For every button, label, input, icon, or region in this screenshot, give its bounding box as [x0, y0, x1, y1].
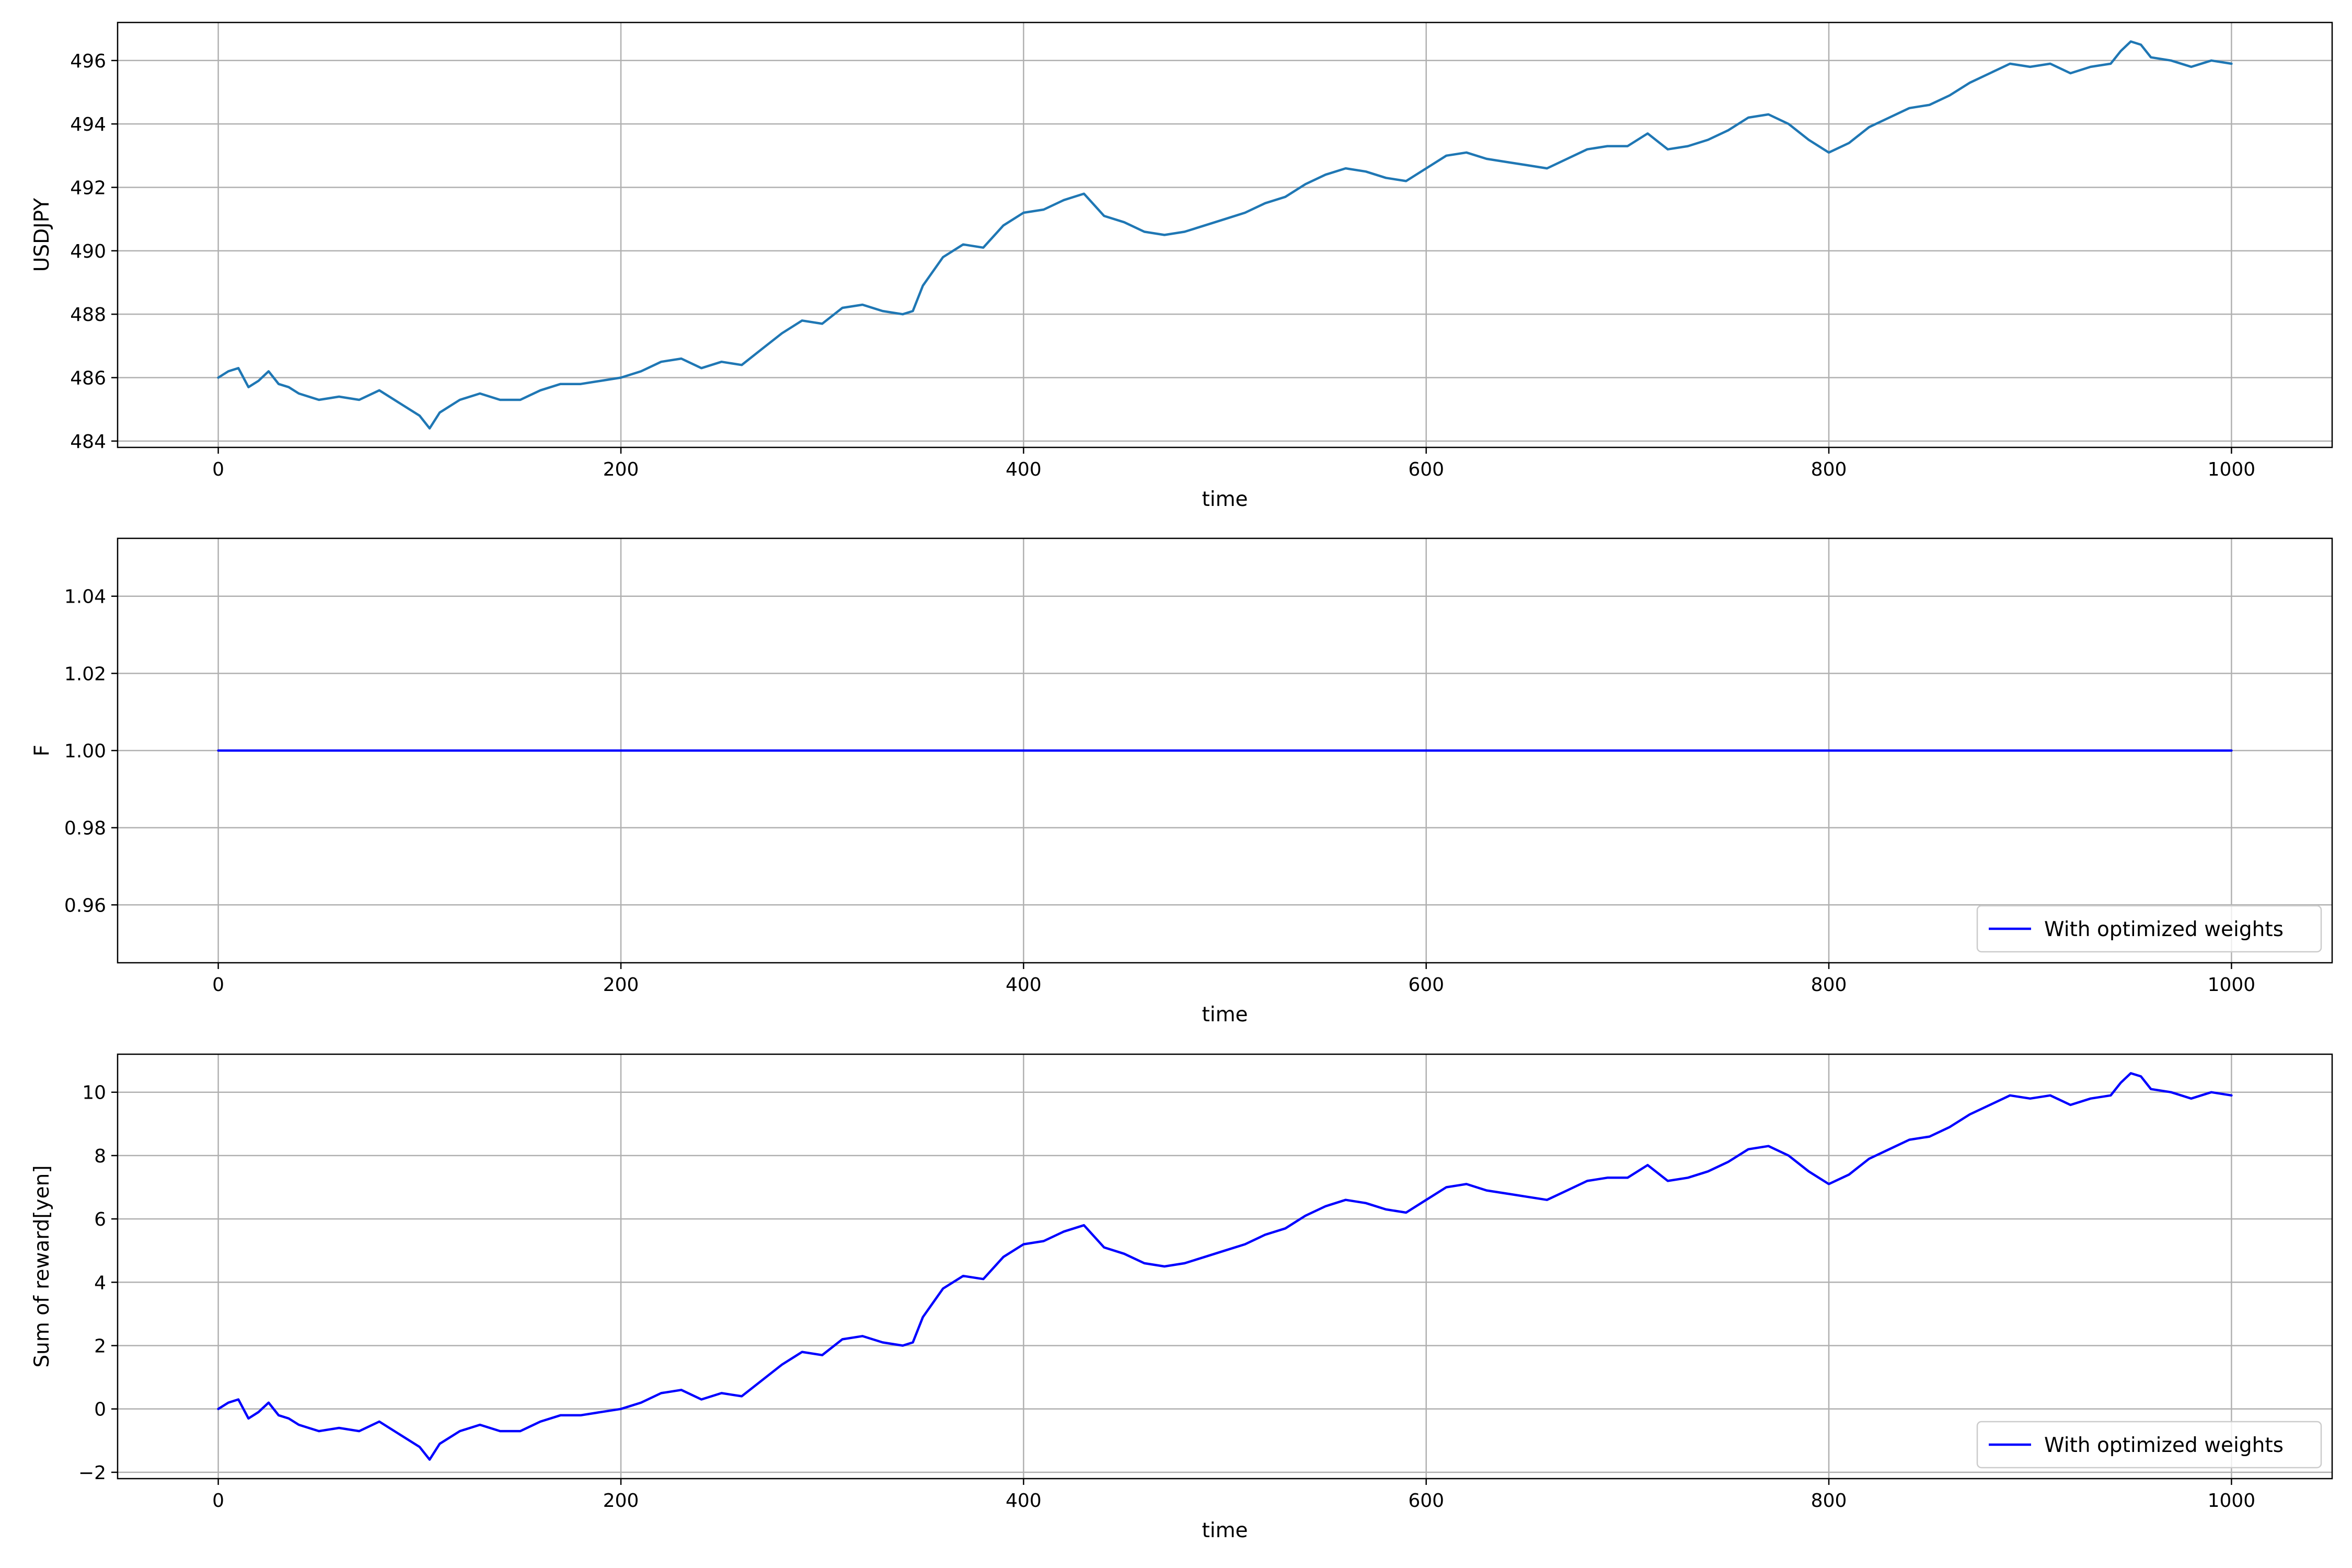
- y-tick-label: 496: [70, 51, 106, 72]
- x-tick-label: 1000: [2208, 1490, 2256, 1512]
- x-tick-label: 0: [212, 459, 224, 480]
- legend-label: With optimized weights: [2044, 918, 2284, 941]
- y-tick-label: 0: [94, 1399, 106, 1421]
- y-tick-label: 0.98: [64, 818, 106, 839]
- x-tick-label: 200: [603, 1490, 639, 1512]
- x-tick-label: 600: [1408, 459, 1444, 480]
- x-tick-label: 1000: [2208, 459, 2256, 480]
- subplot-3: 0 200 400 600 800 1000 −2 0 2 4 6 8 10 time Sum of rew…: [30, 1053, 2333, 1542]
- x-tick-label: 400: [1006, 1490, 1042, 1512]
- legend-box: [1976, 905, 2322, 953]
- x-tick-label: 1000: [2208, 974, 2256, 996]
- x-tick-label: 0: [212, 1490, 224, 1512]
- y-axis-label: USDJPY: [30, 198, 54, 272]
- y-tick-label: 1.02: [64, 663, 106, 685]
- x-axis-label: time: [1202, 488, 1248, 511]
- y-tick-label: 10: [82, 1082, 106, 1104]
- y-tick-label: 494: [70, 114, 106, 135]
- x-tick-label: 200: [603, 459, 639, 480]
- y-tick-label: 4: [94, 1272, 106, 1294]
- x-tick-label: 600: [1408, 974, 1444, 996]
- x-tick-label: 400: [1006, 974, 1042, 996]
- y-tick-label: 492: [70, 177, 106, 199]
- y-axis-label: Sum of reward[yen]: [30, 1165, 54, 1367]
- y-tick-label: 1.00: [64, 741, 106, 762]
- x-tick-label: 200: [603, 974, 639, 996]
- legend: With optimized weights: [1976, 1421, 2322, 1469]
- series-line: [217, 1072, 2233, 1461]
- x-tick-label: 800: [1811, 974, 1847, 996]
- y-tick-label: 6: [94, 1209, 106, 1230]
- y-tick-label: 1.04: [64, 586, 106, 608]
- y-tick-label: 0.96: [64, 895, 106, 916]
- x-tick-label: 800: [1811, 459, 1847, 480]
- legend-box: [1976, 1421, 2322, 1469]
- series-line: [217, 40, 2233, 430]
- plot-frame: [117, 21, 2333, 448]
- x-tick-label: 800: [1811, 1490, 1847, 1512]
- x-tick-label: 400: [1006, 459, 1042, 480]
- x-tick-label: 0: [212, 974, 224, 996]
- y-tick-label: 8: [94, 1146, 106, 1167]
- y-tick-label: 2: [94, 1335, 106, 1357]
- y-tick-label: 488: [70, 304, 106, 326]
- legend-label: With optimized weights: [2044, 1434, 2284, 1457]
- legend: With optimized weights: [1976, 905, 2322, 953]
- plot-frame: [117, 1053, 2333, 1480]
- y-axis-label: F: [30, 745, 54, 756]
- y-tick-label: 490: [70, 241, 106, 262]
- y-tick-label: −2: [78, 1462, 106, 1484]
- subplot-1: 0 200 400 600 800 1000 484 486 488 490 492 494 496 ti…: [30, 21, 2333, 511]
- x-tick-label: 600: [1408, 1490, 1444, 1512]
- y-tick-label: 486: [70, 368, 106, 389]
- subplot-2: 0 200 400 600 800 1000 0.96 0.98 1.00 1.02 1.04 tim…: [30, 537, 2333, 1027]
- x-axis-label: time: [1202, 1519, 1248, 1542]
- x-axis-label: time: [1202, 1003, 1248, 1027]
- y-tick-label: 484: [70, 431, 106, 453]
